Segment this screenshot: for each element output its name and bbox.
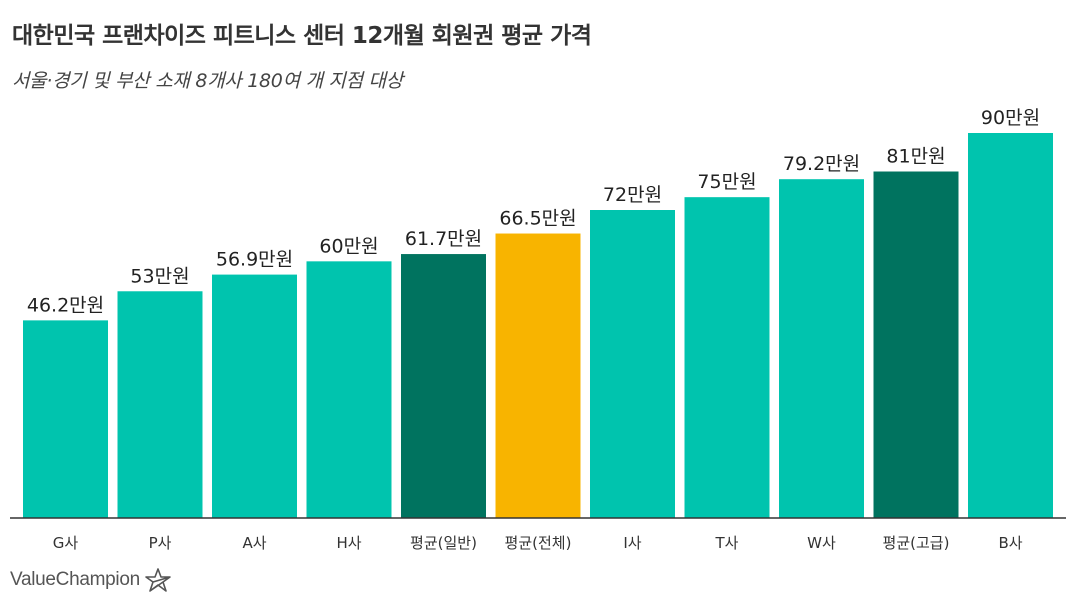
chart-title: 대한민국 프랜차이즈 피트니스 센터 12개월 회원권 평균 가격 [12,23,592,49]
data-label: 79.2만원 [783,153,860,175]
data-label: 46.2만원 [27,294,104,316]
bar [968,133,1053,518]
bar [684,197,770,518]
bar [779,179,864,518]
bar [590,210,675,518]
value-champion-logo: ValueChampion [10,567,172,593]
data-label: 81만원 [886,146,945,168]
x-tick-label: H사 [336,534,361,552]
bar [117,291,203,518]
bar-chart: 46.2만원 G사 53만원 P사 56.9만원 A사 60만원 H사 61.7만원평균(일반)… [10,107,1066,552]
bar [23,320,108,518]
x-tick-label: 평균(전체) [505,534,572,552]
bar [495,233,581,518]
data-label: 61.7만원 [405,228,482,250]
x-tick-label: I사 [623,534,641,552]
x-tick-label: P사 [149,534,172,552]
brand-name: ValueChampion [10,569,140,590]
data-label: 72만원 [603,184,662,206]
x-tick-label: 평균(고급) [883,534,950,552]
chart-subtitle: 서울·경기 및 부산 소재 8개사 180여 개 지점 대상 [12,70,403,92]
data-label: 60만원 [319,235,378,257]
bar [401,254,486,519]
star-icon [145,568,171,592]
bar [873,171,959,518]
bar [212,274,297,518]
bar [306,261,392,518]
x-tick-label: G사 [53,534,79,552]
data-label: 75만원 [697,171,756,193]
data-label: 56.9만원 [216,249,293,271]
data-label: 53만원 [130,265,189,287]
x-tick-label: T사 [715,534,739,552]
x-tick-label: 평균(일반) [410,534,477,552]
x-tick-label: A사 [242,534,266,552]
data-label: 66.5만원 [499,208,576,230]
x-tick-label: B사 [998,534,1022,552]
data-label: 90만원 [981,107,1040,129]
x-tick-label: W사 [807,534,836,552]
